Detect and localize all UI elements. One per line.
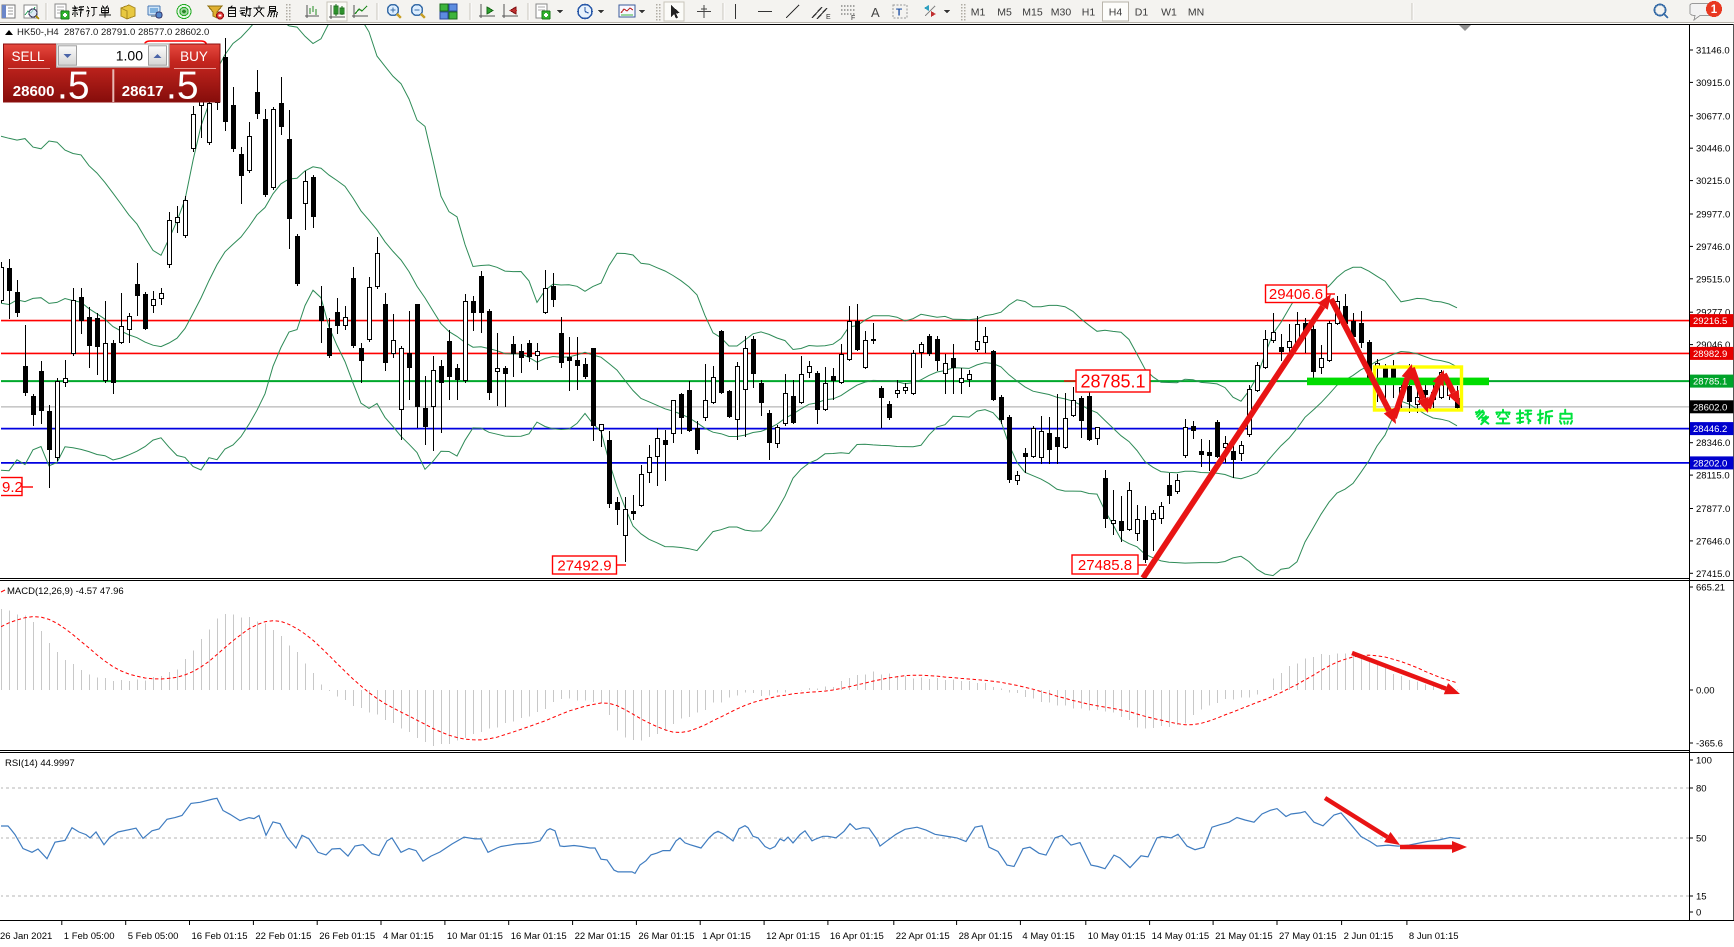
svg-text:28785.1: 28785.1 [1693,377,1727,388]
svg-text:28600: 28600 [13,83,55,100]
svg-text:28 Apr 01:15: 28 Apr 01:15 [959,931,1013,942]
svg-text:16 Apr 01:15: 16 Apr 01:15 [830,931,884,942]
svg-text:30915.0: 30915.0 [1696,78,1730,89]
svg-text:27646.0: 27646.0 [1696,536,1730,547]
svg-text:26 Mar 01:15: 26 Mar 01:15 [638,931,694,942]
svg-text:29406.6: 29406.6 [1269,286,1323,303]
svg-text:10 May 01:15: 10 May 01:15 [1088,931,1146,942]
svg-text:22 Mar 01:15: 22 Mar 01:15 [575,931,631,942]
svg-text:16 Mar 01:15: 16 Mar 01:15 [511,931,567,942]
svg-text:1: 1 [1711,4,1718,16]
svg-text:1 Feb 05:00: 1 Feb 05:00 [64,931,115,942]
svg-text:1 Apr 01:15: 1 Apr 01:15 [702,931,751,942]
svg-text:H1: H1 [1082,7,1096,19]
svg-text:50: 50 [1696,834,1707,845]
svg-text:30677.0: 30677.0 [1696,111,1730,122]
svg-text:26 Feb 01:15: 26 Feb 01:15 [319,931,375,942]
svg-text:29515.0: 29515.0 [1696,274,1730,285]
svg-text:M1: M1 [971,7,986,19]
svg-text:22 Feb 01:15: 22 Feb 01:15 [255,931,311,942]
svg-text:100: 100 [1696,756,1712,767]
svg-text:27 May 01:15: 27 May 01:15 [1279,931,1337,942]
svg-text:W1: W1 [1161,7,1177,19]
svg-text:HK50-,H4 28767.0 28791.0 2857: HK50-,H4 28767.0 28791.0 28577.0 28602.0 [17,27,209,38]
svg-text:22 Apr 01:15: 22 Apr 01:15 [896,931,950,942]
svg-text:5 Feb 05:00: 5 Feb 05:00 [128,931,179,942]
svg-text:10 Mar 01:15: 10 Mar 01:15 [447,931,503,942]
svg-text:29046.0: 29046.0 [1696,340,1730,351]
svg-text:A: A [871,5,880,20]
svg-text:.5: .5 [57,65,90,108]
svg-text:29277.0: 29277.0 [1696,308,1730,319]
svg-text:4 May 01:15: 4 May 01:15 [1022,931,1074,942]
svg-text:-365.6: -365.6 [1696,739,1723,750]
svg-text:31146.0: 31146.0 [1696,46,1730,57]
svg-text:29977.0: 29977.0 [1696,210,1730,221]
svg-text:28115.0: 28115.0 [1696,471,1730,482]
svg-text:T: T [896,8,902,19]
svg-text:16 Feb 01:15: 16 Feb 01:15 [192,931,248,942]
svg-text:26 Jan 2021: 26 Jan 2021 [0,931,52,942]
svg-text:D1: D1 [1135,7,1149,19]
svg-text:28602.0: 28602.0 [1693,402,1727,413]
svg-text:H4: H4 [1109,7,1123,19]
svg-text:21 May 01:15: 21 May 01:15 [1215,931,1273,942]
svg-text:29746.0: 29746.0 [1696,242,1730,253]
svg-text:28202.0: 28202.0 [1693,458,1727,469]
svg-text:0.00: 0.00 [1696,686,1715,697]
svg-text:12 Apr 01:15: 12 Apr 01:15 [766,931,820,942]
svg-text:M5: M5 [997,7,1012,19]
svg-text:E: E [826,14,831,21]
svg-text:2 Jun 01:15: 2 Jun 01:15 [1344,931,1394,942]
svg-text:M15: M15 [1022,7,1043,19]
svg-text:MACD(12,26,9) -4.57 47.96: MACD(12,26,9) -4.57 47.96 [7,586,124,597]
svg-text:27485.8: 27485.8 [1078,557,1132,574]
svg-text:28346.0: 28346.0 [1696,438,1730,449]
svg-text:9.2: 9.2 [2,479,23,496]
svg-text:28617: 28617 [122,83,164,100]
svg-text:RSI(14) 44.9997: RSI(14) 44.9997 [5,758,75,769]
svg-text:F: F [851,15,855,22]
svg-text:27415.0: 27415.0 [1696,569,1730,580]
svg-text:27492.9: 27492.9 [557,557,611,574]
svg-text:M30: M30 [1051,7,1072,19]
svg-text:0: 0 [1696,908,1701,919]
svg-text:8 Jun 01:15: 8 Jun 01:15 [1409,931,1459,942]
svg-text:.5: .5 [166,65,199,108]
svg-text:BUY: BUY [180,49,208,64]
svg-text:80: 80 [1696,784,1707,795]
svg-text:MN: MN [1188,7,1204,19]
svg-text:1.00: 1.00 [116,48,143,64]
svg-text:SELL: SELL [11,49,45,64]
svg-text:28982.9: 28982.9 [1693,349,1727,360]
svg-text:665.21: 665.21 [1696,583,1725,594]
svg-text:27877.0: 27877.0 [1696,504,1730,515]
svg-text:15: 15 [1696,892,1707,903]
svg-text:30215.0: 30215.0 [1696,176,1730,187]
svg-text:14 May 01:15: 14 May 01:15 [1152,931,1210,942]
svg-text:29216.5: 29216.5 [1693,316,1727,327]
svg-text:30446.0: 30446.0 [1696,144,1730,155]
svg-text:28446.2: 28446.2 [1693,424,1727,435]
svg-text:4 Mar 01:15: 4 Mar 01:15 [383,931,434,942]
svg-text:28785.1: 28785.1 [1080,371,1145,391]
